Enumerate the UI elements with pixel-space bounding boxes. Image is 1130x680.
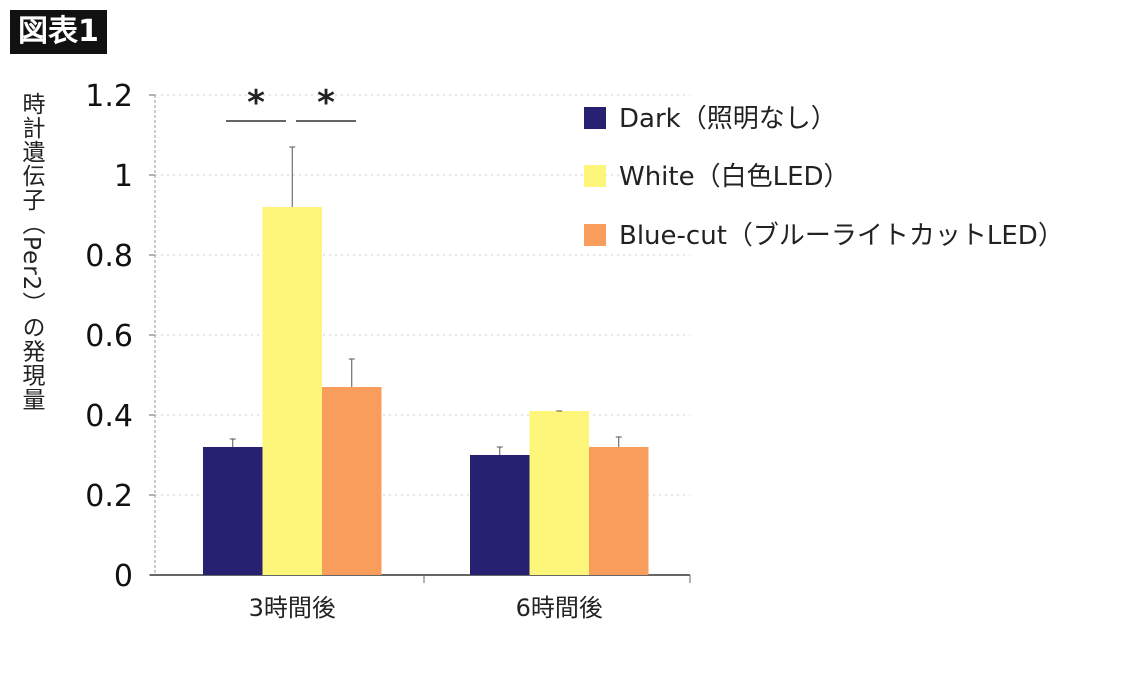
legend-swatch — [584, 224, 606, 246]
significance-asterisk: * — [247, 83, 265, 123]
y-tick-label: 0.6 — [85, 319, 133, 354]
bar — [589, 447, 649, 575]
legend-label: White（白色LED） — [619, 162, 850, 192]
legend-swatch — [584, 165, 606, 187]
legend-swatch — [584, 107, 606, 129]
bar — [322, 387, 382, 575]
bar — [470, 455, 530, 575]
legend-label: Blue-cut（ブルーライトカットLED） — [619, 221, 1064, 251]
y-tick-label: 1.2 — [85, 79, 133, 114]
y-tick-label: 0.2 — [85, 479, 133, 514]
bar — [529, 411, 589, 575]
y-tick-label: 0.8 — [85, 239, 133, 274]
y-tick-label: 0.4 — [85, 399, 133, 434]
y-tick-label: 1 — [114, 159, 133, 194]
x-category-label: 6時間後 — [516, 594, 603, 622]
legend-label: Dark（照明なし） — [619, 104, 837, 134]
figure-label: 図表1 — [10, 10, 107, 54]
bar — [203, 447, 263, 575]
bar — [262, 207, 322, 575]
y-axis-label: 時計遺伝子（Per2）の発現量 — [18, 92, 44, 412]
x-category-label: 3時間後 — [249, 594, 336, 622]
y-tick-label: 0 — [114, 559, 133, 594]
significance-asterisk: * — [317, 83, 335, 123]
